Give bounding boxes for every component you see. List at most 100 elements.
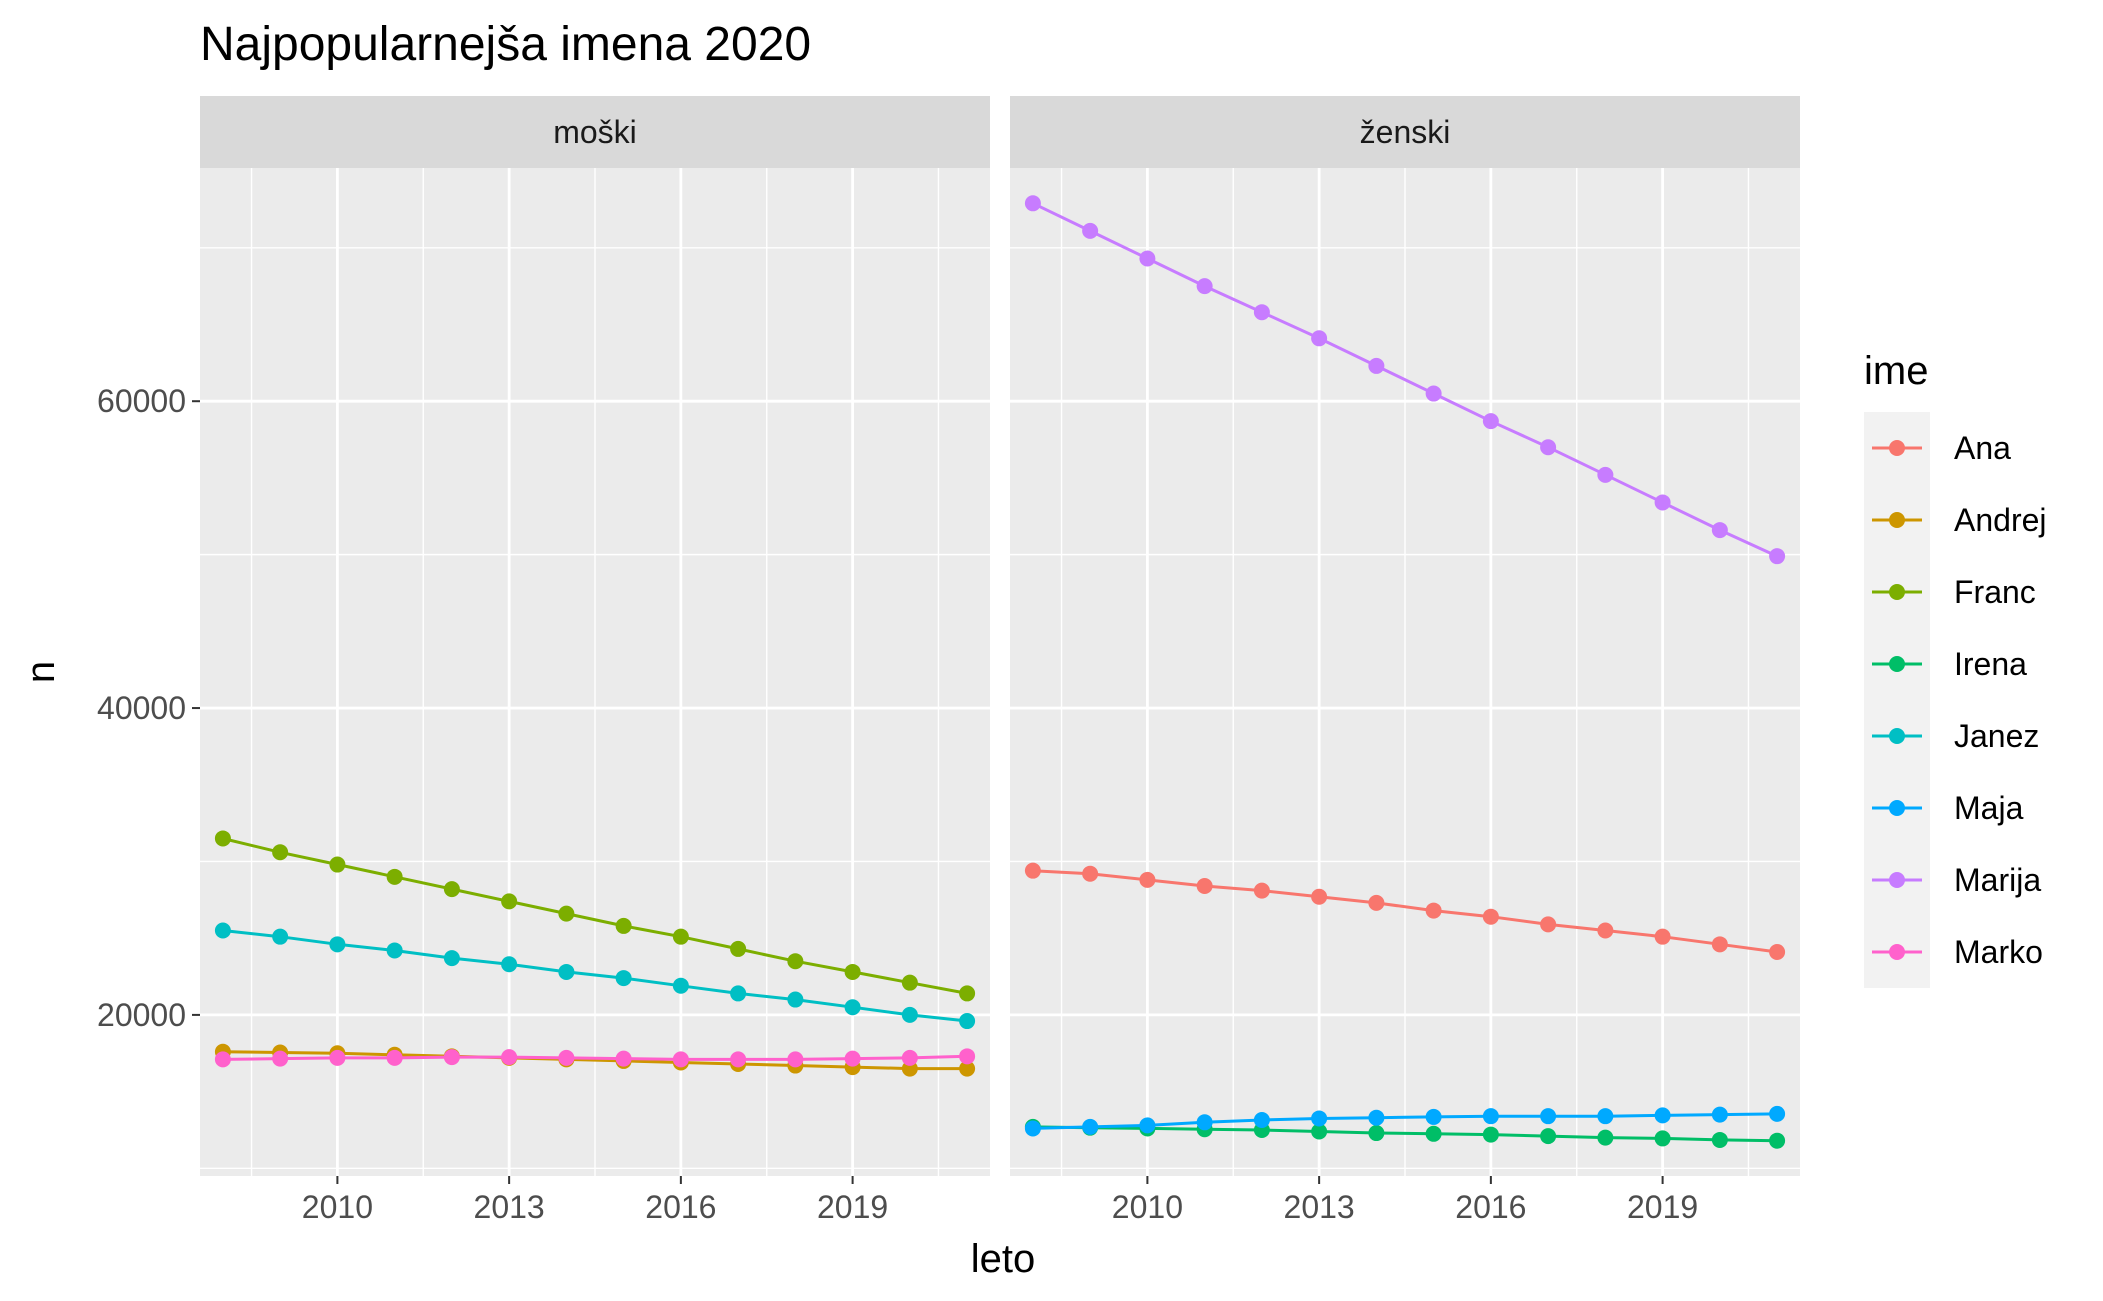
facet-2-strip-label: ženski [1360,114,1451,150]
legend-item-irena-label: Irena [1954,646,2027,682]
series-marija-point [1139,250,1156,267]
series-janez-point [501,956,518,973]
series-janez-line [222,929,968,1023]
legend-item-janez: Janez [1872,718,2039,754]
series-marko-point [272,1050,289,1067]
series-marija-point [1082,222,1099,239]
series-franc-point [730,940,747,957]
series-irena-point [1540,1128,1557,1145]
series-marko-point [386,1049,403,1066]
series-irena-point [1654,1130,1671,1147]
series-franc-point [901,974,918,991]
series-marko-point [443,1049,460,1066]
legend-item-marija: Marija [1872,862,2041,898]
series-marko-point [329,1049,346,1066]
series-maja-point [1024,1120,1041,1137]
series-janez-point [730,985,747,1002]
legend-keys: Ana Andrej Franc Irena Janez Maja Marija Marko [1864,412,2047,988]
series-ana-point [1368,894,1385,911]
facet-1-panel: moški 2010 2013 2016 2019 20000 40000 60000 [97,96,990,1225]
series-irena-point [1368,1125,1385,1142]
series-irena-point [1597,1129,1614,1146]
legend-item-janez-point [1889,728,1905,744]
series-andrej-point [959,1060,976,1077]
legend-item-ana-point [1889,440,1905,456]
legend-item-franc-point [1889,584,1905,600]
facet-1-x-tick-label: 2010 [302,1189,373,1225]
legend-item-andrej-point [1889,512,1905,528]
series-maja-point [1540,1108,1557,1125]
legend-item-franc: Franc [1872,574,2036,610]
series-marija [1024,195,1786,565]
series-franc-point [329,856,346,873]
legend-item-marija-point [1889,872,1905,888]
facet-1-x-tick-label: 2019 [817,1189,888,1225]
legend-item-andrej: Andrej [1872,502,2047,538]
series-janez-point [443,950,460,967]
series-maja-point [1597,1108,1614,1125]
series-maja-point [1311,1110,1328,1127]
y-axis-title: n [19,661,63,683]
series-janez-point [272,928,289,945]
series-marko-point [672,1051,689,1068]
legend-item-marko-point [1889,944,1905,960]
series-ana-point [1425,902,1442,919]
facet-2-strip [1010,96,1800,168]
legend-item-irena-point [1889,656,1905,672]
series-ana-point [1597,922,1614,939]
series-marko-point [787,1051,804,1068]
series-janez-point [214,922,231,939]
legend-key-background [1864,412,1930,988]
facet-1-x-tick-label: 2013 [474,1189,545,1225]
series-irena-line [1032,1125,1778,1143]
series-franc-point [558,905,575,922]
series-irena-point [1425,1125,1442,1142]
series-ana-point [1711,936,1728,953]
legend-item-maja-label: Maja [1954,790,2024,826]
x-axis-title: leto [971,1237,1036,1281]
facet-1-strip [200,96,990,168]
chart-title: Najpopularnejša imena 2020 [200,18,811,71]
series-ana-point [1024,862,1041,879]
facet-1-x-tick-label: 2016 [645,1189,716,1225]
series-ana-point [1311,888,1328,905]
series-franc-point [672,928,689,945]
series-maja-point [1139,1117,1156,1134]
series-maja-point [1196,1114,1213,1131]
series-ana-point [1082,865,1099,882]
series-franc-point [615,917,632,934]
facet-2-x-tick-label: 2016 [1455,1189,1526,1225]
series-janez-point [787,991,804,1008]
series-marija-point [1311,330,1328,347]
legend-item-ana-label: Ana [1954,430,2011,466]
series-janez [214,922,976,1030]
series-marija-point [1654,494,1671,511]
series-maja-point [1082,1118,1099,1135]
series-marko-point [214,1051,231,1068]
legend-item-marko-label: Marko [1954,934,2043,970]
series-maja-point [1654,1107,1671,1124]
series-janez-point [959,1013,976,1030]
series-marko-point [844,1050,861,1067]
series-maja-point [1253,1112,1270,1128]
series-marija-point [1482,413,1499,430]
series-janez-point [844,999,861,1016]
series-janez-point [672,977,689,994]
legend-item-marko: Marko [1872,934,2043,970]
y-tick-label: 40000 [97,690,186,726]
legend-item-andrej-label: Andrej [1954,502,2047,538]
series-franc [214,830,976,1002]
series-janez-point [386,942,403,959]
series-marko-point [501,1049,518,1066]
series-janez-point [329,936,346,953]
series-ana-point [1769,944,1786,960]
series-marija-point [1597,466,1614,483]
legend-item-janez-label: Janez [1954,718,2039,754]
series-ana-point [1654,928,1671,945]
series-marija-point [1540,439,1557,456]
legend-item-marija-label: Marija [1954,862,2041,898]
series-maja-point [1711,1106,1728,1123]
series-janez-point [901,1006,918,1023]
series-franc-point [844,963,861,980]
